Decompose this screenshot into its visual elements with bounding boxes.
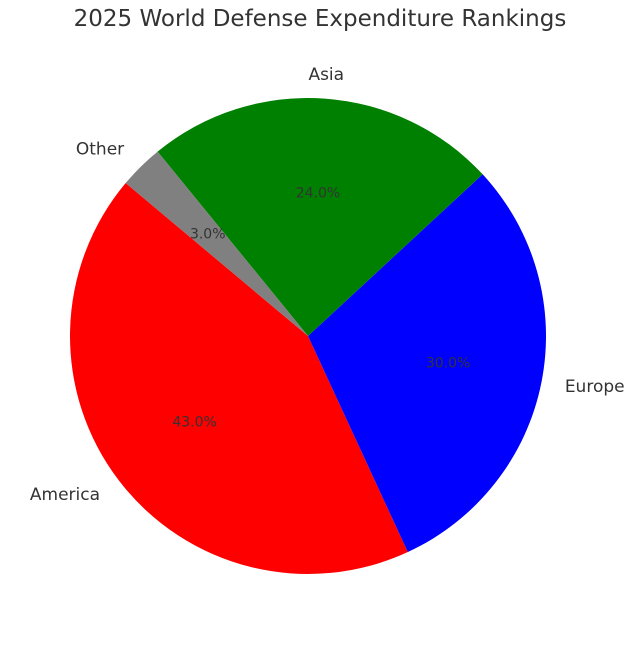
chart-title: 2025 World Defense Expenditure Rankings xyxy=(73,6,567,32)
pie-label-other: Other xyxy=(76,140,124,160)
pie-value-europe: 30.0% xyxy=(426,356,470,372)
pie-slices xyxy=(70,97,546,575)
pie-value-asia: 24.0% xyxy=(296,186,340,202)
pie-value-america: 43.0% xyxy=(172,415,216,431)
pie-slice-asia xyxy=(157,97,483,336)
pie-labels: America 43.0% Europe 30.0% Asia 24.0% Other 3.0… xyxy=(30,65,625,505)
pie-label-america: America xyxy=(30,485,100,505)
pie-label-asia: Asia xyxy=(308,65,344,85)
pie-slice-europe xyxy=(308,174,546,553)
pie-slice-america xyxy=(70,183,408,575)
pie-value-other: 3.0% xyxy=(190,226,226,242)
pie-slice-other xyxy=(125,151,308,336)
pie-label-europe: Europe xyxy=(565,377,625,397)
